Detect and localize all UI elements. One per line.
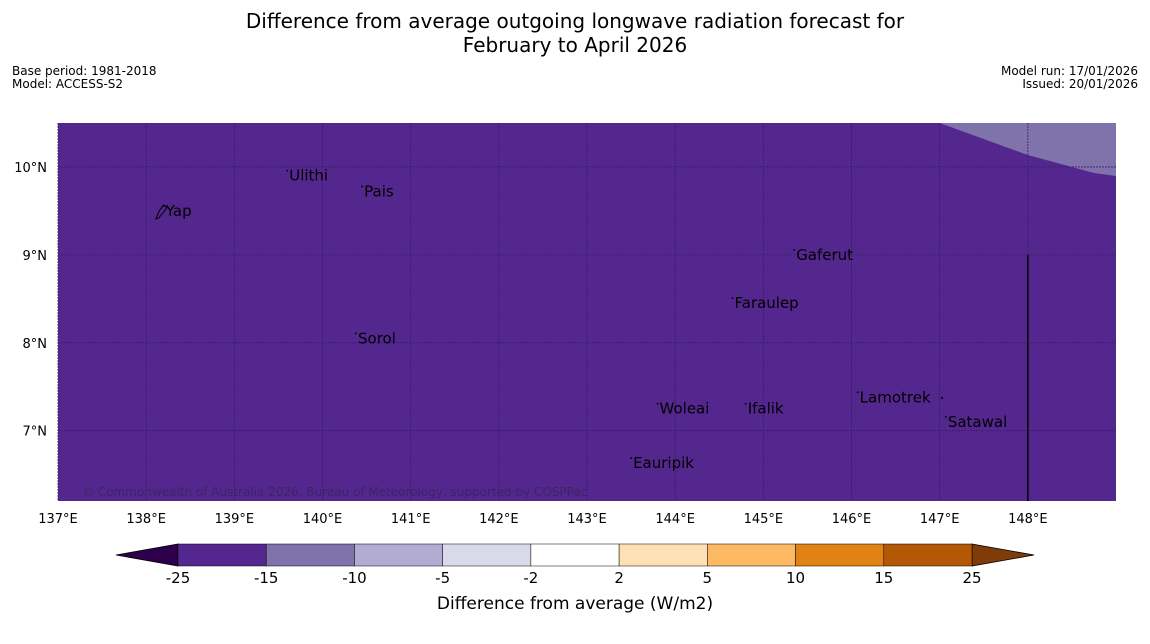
colorbar-tick-label: 2 <box>614 569 624 587</box>
place-label: Gaferut <box>796 246 853 264</box>
latitude-tick-label: 7°N <box>23 425 48 440</box>
place-label: Sorol <box>358 329 396 347</box>
island-marker <box>944 415 947 418</box>
model-text: Model: ACCESS-S2 <box>12 77 124 91</box>
map-layer: 137°E 138°E 139°E 140°E 141°E 142°E 143°E 144°E… <box>14 123 1116 527</box>
map-title-line-2: February to April 2026 <box>462 33 688 57</box>
anomaly-zone-lighter <box>939 123 1116 176</box>
colorbar-tick-label: -5 <box>435 569 450 587</box>
longitude-tick-label: 137°E <box>38 512 78 527</box>
longitude-tick-label: 142°E <box>479 512 519 527</box>
island-marker <box>630 457 632 460</box>
island-marker <box>361 185 364 188</box>
island-marker <box>793 248 796 251</box>
map-title-line-1: Difference from average outgoing longwav… <box>245 9 905 33</box>
latitude-tick-label: 9°N <box>23 249 48 264</box>
colorbar-bin <box>442 543 532 567</box>
longitude-tick-label: 143°E <box>567 512 607 527</box>
base-period-text: Base period: 1981-2018 <box>12 64 157 78</box>
place-label: Satawal <box>948 413 1007 431</box>
colorbar-extend-low <box>115 543 179 567</box>
place-label: Yap <box>165 202 192 220</box>
place-label: Lamotrek <box>860 388 931 406</box>
colorbar: -25 -15 -10 -5 -2 2 5 10 15 25 <box>115 543 1035 587</box>
latitude-tick-label: 8°N <box>23 337 48 352</box>
island-marker <box>731 297 734 300</box>
colorbar-bin <box>177 543 267 567</box>
colorbar-tick-label: -15 <box>254 569 279 587</box>
colorbar-tick-label: -10 <box>342 569 367 587</box>
longitude-tick-label: 146°E <box>832 512 872 527</box>
copyright-text: © Commonwealth of Australia 2026, Bureau… <box>82 485 588 499</box>
colorbar-tick-label: 25 <box>962 569 981 587</box>
longitude-tick-label: 148°E <box>1008 512 1048 527</box>
colorbar-bin <box>795 543 885 567</box>
place-label: Ifalik <box>748 400 784 418</box>
longitude-tick-label: 145°E <box>744 512 784 527</box>
colorbar-bin <box>265 543 355 567</box>
place-label: Ulithi <box>289 167 328 185</box>
latitude-tick-label: 10°N <box>14 161 47 176</box>
island-marker <box>656 402 659 405</box>
model-run-text: Model run: 17/01/2026 <box>1000 64 1138 78</box>
place-label: Woleai <box>660 400 710 418</box>
island-marker <box>162 205 165 207</box>
island-marker <box>355 332 357 335</box>
island-marker <box>744 402 747 405</box>
longitude-tick-label: 144°E <box>655 512 695 527</box>
colorbar-extend-high <box>971 543 1035 567</box>
colorbar-bin <box>530 543 620 567</box>
meta-right: Model run: 17/01/2026 Issued: 20/01/2026 <box>1001 65 1138 91</box>
island-marker <box>941 397 943 399</box>
issued-text: Issued: 20/01/2026 <box>1022 77 1138 91</box>
place-label: Faraulep <box>734 294 798 312</box>
colorbar-bin <box>707 543 796 567</box>
longitude-tick-label: 138°E <box>126 512 166 527</box>
longitude-tick-label: 140°E <box>303 512 343 527</box>
place-label: Eauripik <box>633 454 694 472</box>
longitude-tick-label: 147°E <box>920 512 960 527</box>
longitude-tick-label: 139°E <box>215 512 255 527</box>
colorbar-tick-label: -25 <box>166 569 191 587</box>
colorbar-bin <box>618 543 708 567</box>
place-label: Pais <box>364 183 394 201</box>
meta-left: Base period: 1981-2018 Model: ACCESS-S2 <box>12 65 157 91</box>
colorbar-tick-label: 5 <box>703 569 713 587</box>
island-marker <box>856 391 859 394</box>
yap-island-outline <box>154 204 168 220</box>
colorbar-bin <box>354 543 443 567</box>
longitude-tick-label: 141°E <box>391 512 431 527</box>
colorbar-tick-label: -2 <box>523 569 538 587</box>
colorbar-label: Difference from average (W/m2) <box>436 594 714 614</box>
colorbar-tick-label: 15 <box>874 569 893 587</box>
colorbar-bin <box>883 543 973 567</box>
colorbar-tick-label: 10 <box>786 569 805 587</box>
island-marker <box>286 169 289 172</box>
